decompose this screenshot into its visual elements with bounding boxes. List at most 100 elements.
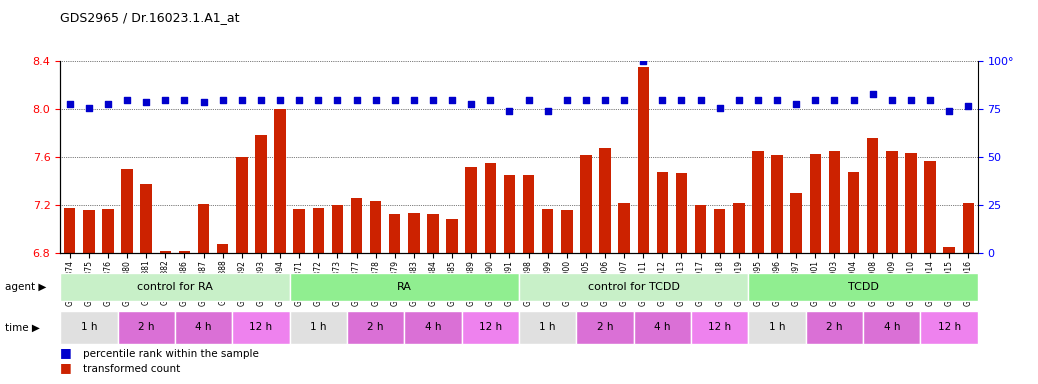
Text: ■: ■ — [60, 361, 72, 374]
Bar — [810, 154, 821, 253]
Bar — [523, 175, 535, 253]
Point — [118, 97, 135, 103]
Point — [960, 103, 977, 109]
Bar — [771, 155, 783, 253]
Bar — [542, 209, 553, 253]
Bar — [179, 251, 190, 253]
Bar — [848, 172, 859, 253]
Text: GDS2965 / Dr.16023.1.A1_at: GDS2965 / Dr.16023.1.A1_at — [60, 12, 240, 25]
Text: control for RA: control for RA — [137, 282, 213, 292]
Bar — [446, 218, 458, 253]
Text: 1 h: 1 h — [81, 322, 98, 333]
Point — [807, 97, 823, 103]
Bar — [428, 214, 439, 253]
Bar — [121, 169, 133, 253]
Bar — [236, 157, 247, 253]
Bar — [944, 247, 955, 253]
Point — [386, 97, 403, 103]
Bar — [274, 109, 285, 253]
Point — [348, 97, 364, 103]
Point — [731, 97, 747, 103]
Bar — [714, 209, 726, 253]
Text: 12 h: 12 h — [479, 322, 502, 333]
Bar — [694, 205, 706, 253]
Text: 1 h: 1 h — [769, 322, 786, 333]
Point — [272, 97, 289, 103]
Point — [940, 108, 957, 114]
Text: TCDD: TCDD — [848, 282, 878, 292]
Point — [234, 97, 250, 103]
Point — [597, 97, 613, 103]
Bar — [255, 135, 267, 253]
Point — [788, 101, 804, 107]
Bar — [160, 251, 171, 253]
Text: agent ▶: agent ▶ — [5, 282, 47, 292]
Bar — [370, 200, 381, 253]
Bar — [103, 209, 114, 253]
Point — [291, 97, 307, 103]
Point — [252, 97, 269, 103]
Bar — [733, 203, 744, 253]
Point — [425, 97, 441, 103]
Point — [463, 101, 480, 107]
Bar — [676, 173, 687, 253]
Point — [577, 97, 594, 103]
Point — [329, 97, 346, 103]
Point — [215, 97, 231, 103]
Text: 4 h: 4 h — [654, 322, 671, 333]
Point — [711, 104, 728, 111]
Text: percentile rank within the sample: percentile rank within the sample — [83, 349, 258, 359]
Bar — [753, 151, 764, 253]
Point — [195, 99, 212, 105]
Bar — [562, 210, 573, 253]
Point — [635, 58, 652, 65]
Bar — [637, 68, 649, 253]
Text: 1 h: 1 h — [540, 322, 556, 333]
Point — [865, 91, 881, 97]
Text: 2 h: 2 h — [138, 322, 155, 333]
Text: ■: ■ — [60, 346, 72, 359]
Point — [903, 97, 920, 103]
Point — [138, 99, 155, 105]
Text: 2 h: 2 h — [826, 322, 843, 333]
Text: 12 h: 12 h — [937, 322, 961, 333]
Bar — [465, 167, 476, 253]
Point — [157, 97, 173, 103]
Bar — [905, 152, 917, 253]
Bar — [198, 204, 210, 253]
Point — [540, 108, 556, 114]
Point — [692, 97, 709, 103]
Bar — [485, 164, 496, 253]
Bar — [389, 214, 401, 253]
Point — [769, 97, 786, 103]
Bar — [140, 184, 152, 253]
Point — [826, 97, 843, 103]
Text: 12 h: 12 h — [249, 322, 273, 333]
Text: 4 h: 4 h — [883, 322, 900, 333]
Point — [444, 97, 461, 103]
Point — [482, 97, 498, 103]
Point — [367, 97, 384, 103]
Bar — [924, 161, 935, 253]
Point — [674, 97, 690, 103]
Point — [310, 97, 327, 103]
Bar — [351, 198, 362, 253]
Bar — [503, 175, 515, 253]
Point — [558, 97, 575, 103]
Point — [654, 97, 671, 103]
Point — [616, 97, 632, 103]
Bar — [312, 208, 324, 253]
Point — [61, 101, 78, 107]
Bar — [962, 203, 974, 253]
Text: time ▶: time ▶ — [5, 322, 40, 333]
Bar — [217, 244, 228, 253]
Text: 12 h: 12 h — [708, 322, 732, 333]
Bar — [886, 151, 898, 253]
Text: control for TCDD: control for TCDD — [588, 282, 680, 292]
Text: 4 h: 4 h — [195, 322, 212, 333]
Bar — [408, 213, 419, 253]
Bar — [599, 148, 610, 253]
Text: 4 h: 4 h — [425, 322, 441, 333]
Bar — [332, 205, 344, 253]
Point — [176, 97, 193, 103]
